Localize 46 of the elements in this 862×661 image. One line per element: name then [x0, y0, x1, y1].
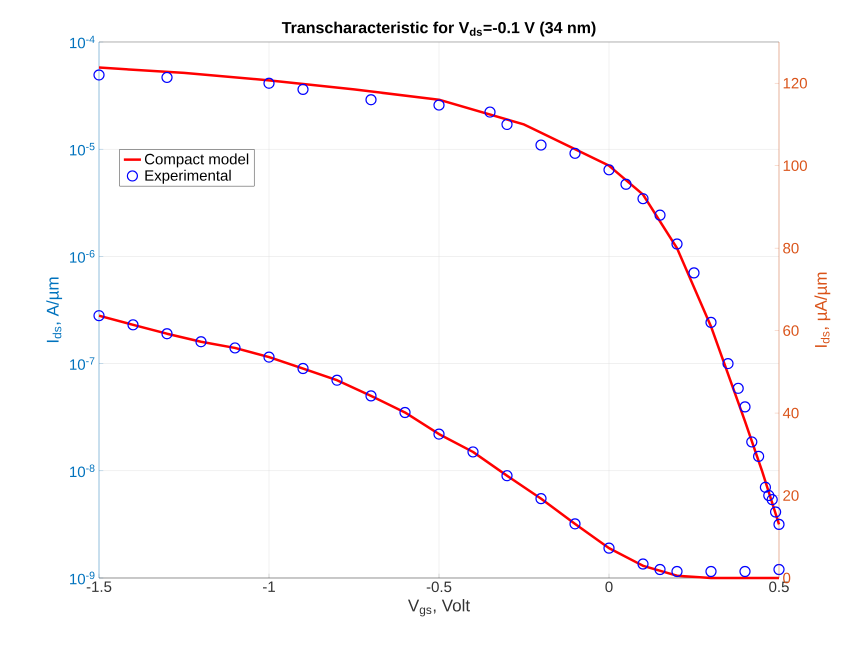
point	[535, 493, 547, 504]
x-tick-label: -1.5	[86, 582, 112, 592]
y-tick-label: 10$^{-5}$	[70, 142, 95, 156]
legend-label: Experimental	[145, 170, 231, 184]
point	[603, 542, 615, 554]
y2-tick-label: 60	[783, 325, 799, 336]
y2-tick-label: 0	[783, 572, 790, 584]
point	[654, 564, 666, 576]
point	[365, 390, 377, 402]
point	[263, 351, 275, 363]
point	[671, 566, 683, 578]
x-axis-title: V$_{gs}$, Volt	[408, 599, 470, 616]
y2-tick-label: 40	[782, 408, 799, 418]
y2-tick-label: 20	[783, 490, 799, 501]
point	[637, 558, 649, 570]
point	[705, 566, 717, 578]
legend-label: Compact model	[144, 153, 248, 168]
x-tick-label: -0.5	[426, 582, 452, 592]
y2-tick-label: 80	[783, 242, 799, 254]
y2-tick-label: 120	[784, 78, 807, 89]
x-tick-label: 0	[605, 582, 613, 592]
point	[297, 362, 309, 374]
point	[467, 446, 479, 458]
point	[93, 310, 105, 322]
y-tick-label: 10$^{-8}$	[70, 464, 95, 478]
point	[229, 342, 241, 354]
point	[739, 566, 751, 578]
y2-tick-label: 100	[784, 160, 807, 171]
y-tick-label: 10$^{-4}$	[70, 36, 95, 48]
point	[773, 564, 785, 576]
x-tick-label: 0.5	[769, 582, 789, 592]
point	[433, 428, 445, 440]
chart-title: Transcharacteristic for V$_{ds}$=-0.1 V (34 nm)	[282, 22, 596, 36]
point	[399, 406, 411, 418]
point	[161, 328, 173, 340]
point	[501, 470, 513, 482]
y-tick-label: 10$^{-6}$	[70, 250, 95, 263]
line-series	[98, 66, 780, 526]
y2-axis-title: I$_{ds}$, µA/µm	[814, 272, 830, 347]
y-tick-label: 10$^{-7}$	[70, 357, 94, 370]
point	[195, 336, 207, 348]
y-axis-title: I$_{ds}$, A/µm	[46, 278, 62, 342]
point	[331, 374, 343, 386]
point	[127, 319, 139, 330]
x-tick-label: -1	[262, 582, 275, 592]
point	[569, 518, 581, 530]
